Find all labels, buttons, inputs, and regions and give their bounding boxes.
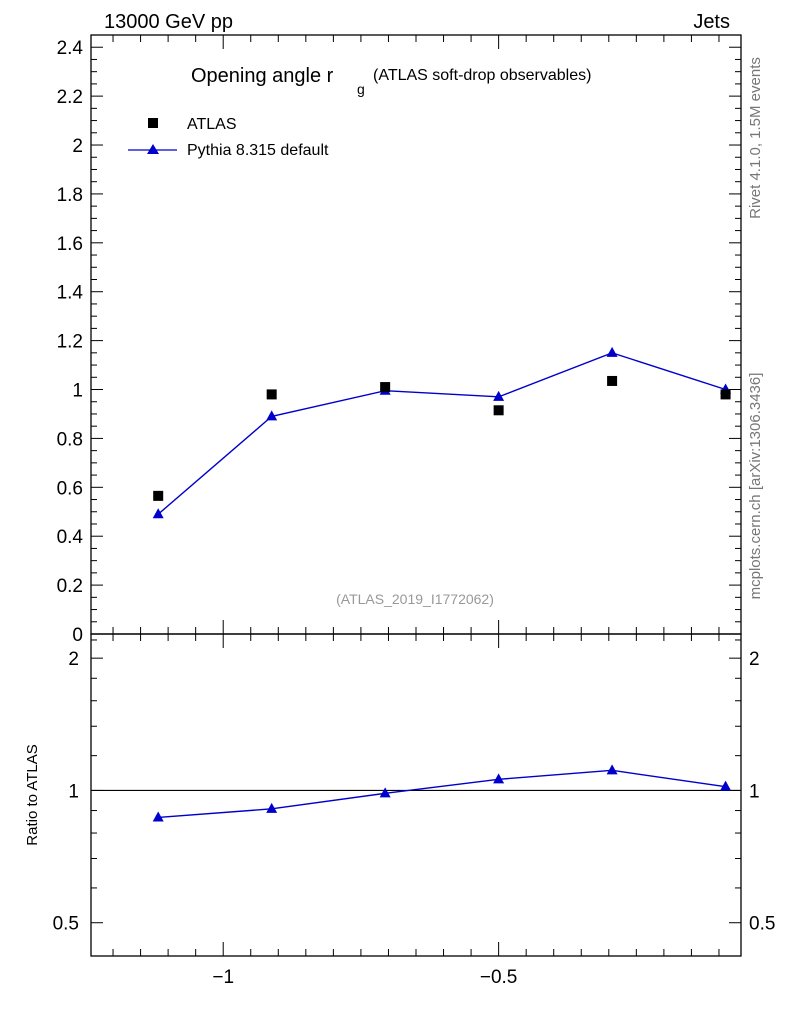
y-tick-label: 0.2 — [57, 576, 83, 597]
y-tick-label: 0.6 — [57, 478, 83, 499]
legend-atlas-marker — [148, 118, 158, 128]
x-tick-label: −1 — [212, 967, 234, 988]
pythia-point — [493, 390, 505, 401]
legend-pythia-marker — [147, 144, 159, 154]
ratio-y-tick-label: 0.5 — [53, 914, 79, 935]
ratio-frame — [90, 633, 742, 957]
mcplots-label: mcplots.cern.ch [arXiv:1306.3436] — [747, 373, 764, 600]
ratio-y-tick-label-right: 0.5 — [749, 914, 775, 935]
plot-frames — [90, 34, 742, 957]
y-tick-label: 2.4 — [57, 38, 84, 59]
y-tick-label: 1.4 — [57, 283, 84, 304]
ratio-series — [152, 764, 732, 822]
y-tick-label: 2.2 — [57, 87, 83, 108]
atlas-point — [153, 490, 164, 501]
legend-pythia-label: Pythia 8.315 default — [187, 142, 329, 159]
y-tick-label: 1.2 — [57, 332, 83, 353]
main-series — [152, 346, 732, 519]
energy-label: 13000 GeV pp — [104, 11, 233, 33]
chart-title-main: Opening angle r — [191, 65, 334, 87]
ratio-point — [606, 764, 618, 775]
y-tick-label: 1 — [72, 381, 83, 402]
atlas-point — [266, 389, 277, 400]
legend: ATLAS Pythia 8.315 default — [128, 116, 329, 159]
ratio-ticks: 0.5 0.5 1 1 2 2 −1 −0.5 — [53, 639, 775, 988]
ratio-y-tick-label-right: 1 — [749, 781, 760, 802]
ratio-y-tick-label: 2 — [68, 649, 79, 670]
ratio-point — [379, 787, 391, 798]
chart-title-suffix: (ATLAS soft-drop observables) — [373, 67, 591, 84]
atlas-point — [720, 389, 731, 400]
y-tick-label: 1.6 — [57, 234, 83, 255]
ratio-point — [720, 780, 732, 791]
y-tick-label: 0.8 — [57, 429, 83, 450]
x-tick-label: −0.5 — [480, 967, 518, 988]
atlas-point — [380, 382, 391, 393]
pythia-point — [266, 410, 278, 421]
y-tick-label: 1.8 — [57, 185, 83, 206]
ratio-y-tick-label-right: 2 — [749, 649, 760, 670]
process-label: Jets — [693, 11, 730, 33]
atlas-point — [493, 405, 504, 416]
ratio-point — [493, 773, 505, 784]
y-tick-label: 0.4 — [57, 527, 84, 548]
y-tick-label: 0 — [72, 625, 83, 646]
pythia-line — [157, 352, 726, 515]
ratio-ylabel: Ratio to ATLAS — [24, 744, 41, 845]
analysis-label: (ATLAS_2019_I1772062) — [336, 591, 494, 607]
pythia-point — [152, 508, 164, 519]
ratio-y-tick-label: 1 — [68, 781, 79, 802]
chart-title: Opening angle r — [191, 65, 334, 87]
y-tick-label: 2 — [72, 136, 83, 157]
rivet-label: Rivet 4.1.0, 1.5M events — [747, 57, 764, 219]
legend-atlas-label: ATLAS — [187, 116, 237, 133]
ratio-point — [266, 802, 278, 813]
main-ticks: 0 0.2 0.4 0.6 0.8 1 1.2 1.4 1.6 1.8 2 2.2 2.4 — [57, 35, 741, 956]
atlas-point — [607, 375, 618, 386]
pythia-point — [606, 346, 618, 357]
chart-title-sub: g — [357, 81, 365, 97]
ratio-line — [158, 769, 726, 819]
ratio-point — [152, 811, 164, 822]
